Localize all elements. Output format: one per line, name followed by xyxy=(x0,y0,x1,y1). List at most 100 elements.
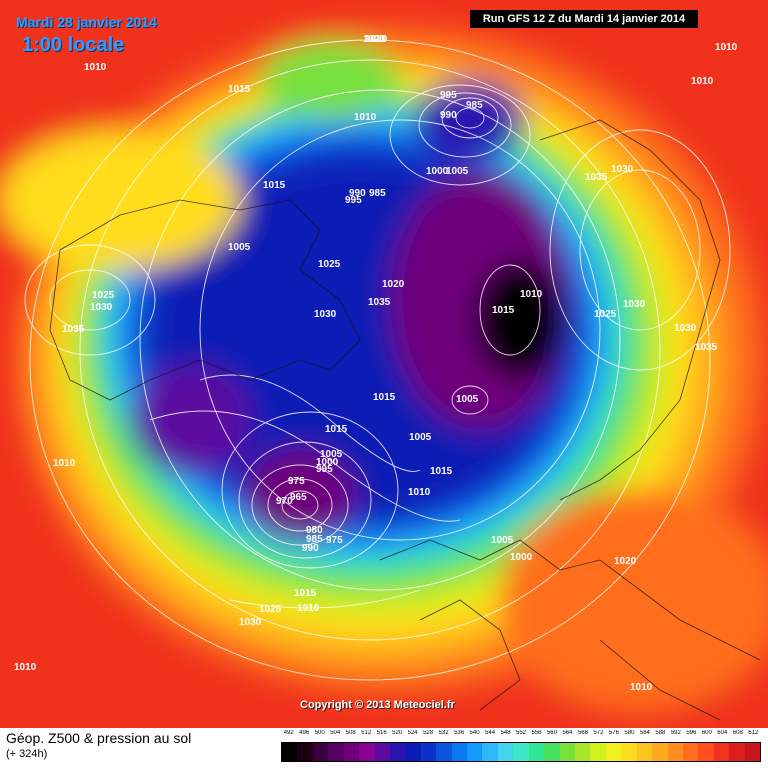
legend-label: 576 xyxy=(608,730,619,736)
isobar-label: 1005 xyxy=(320,449,343,460)
legend-swatch xyxy=(359,743,375,761)
isobar-label: 995 xyxy=(440,90,457,101)
product-title: Géop. Z500 & pression au sol xyxy=(6,730,192,746)
valid-time: 1:00 locale xyxy=(22,34,125,56)
isobar-label: 1015 xyxy=(325,424,348,435)
legend-label: 528 xyxy=(423,730,434,736)
legend-swatch xyxy=(575,743,591,761)
isobar-label: 1025 xyxy=(594,309,617,320)
isobar-label: 1010 xyxy=(53,458,76,469)
isobar-lines xyxy=(24,39,731,681)
legend-label: 608 xyxy=(732,730,743,736)
legend-swatch xyxy=(621,743,637,761)
legend-swatch xyxy=(405,743,421,761)
isobar-label: 975 xyxy=(326,535,343,546)
isobar-label: 1015 xyxy=(373,392,396,403)
legend-swatch xyxy=(467,743,483,761)
isobar-label: 1020 xyxy=(363,34,386,45)
legend-label: 568 xyxy=(577,730,588,736)
valid-date: Mardi 28 janvier 2014 xyxy=(16,14,157,30)
isobar-label: 1030 xyxy=(611,164,634,175)
legend-color-bar xyxy=(281,742,761,762)
isobar-label: 995 xyxy=(316,464,333,475)
legend-label: 544 xyxy=(485,730,496,736)
legend-swatch xyxy=(436,743,452,761)
isobar-label: 1025 xyxy=(259,604,282,615)
isobar-label: 1030 xyxy=(623,299,646,310)
legend-swatch xyxy=(744,743,761,761)
isobar-label: 1010 xyxy=(520,289,543,300)
isobar-label: 1020 xyxy=(365,34,388,45)
isobar-label: 1010 xyxy=(297,603,320,614)
legend-label: 500 xyxy=(314,730,325,736)
legend-label: 516 xyxy=(376,730,387,736)
isobar-label: 1035 xyxy=(62,324,85,335)
legend-swatch xyxy=(559,743,576,761)
legend-label: 584 xyxy=(639,730,650,736)
footer: Géop. Z500 & pression au sol (+ 324h) 49… xyxy=(0,728,768,768)
legend-swatch xyxy=(698,743,714,761)
legend-label: 508 xyxy=(345,730,356,736)
copyright-text: Copyright © 2013 Meteociel.fr xyxy=(300,699,455,711)
legend-swatch xyxy=(374,743,390,761)
legend-swatch xyxy=(682,743,699,761)
isobar-label: 995 xyxy=(345,195,362,206)
legend-swatch xyxy=(652,743,668,761)
isobar-label: 1025 xyxy=(92,290,115,301)
legend-swatch xyxy=(513,743,529,761)
isobar-label: 1010 xyxy=(630,682,653,693)
isobar-label: 1010 xyxy=(408,487,431,498)
isobar-label: 1005 xyxy=(491,535,514,546)
isobar-label: 1010 xyxy=(691,76,714,87)
isobar-label: 990 xyxy=(349,188,366,199)
isobar-label: 1005 xyxy=(446,166,469,177)
isobar-label: 1030 xyxy=(674,323,697,334)
legend-labels: 492 496 500 504 508 512 516 520 524 528 532 536 540 5… xyxy=(281,730,761,742)
legend-label: 540 xyxy=(469,730,480,736)
isobar-label: 1015 xyxy=(492,305,515,316)
legend-label: 600 xyxy=(701,730,712,736)
isobar-label: 985 xyxy=(306,534,323,545)
isobar-label: 1030 xyxy=(239,617,262,628)
legend-label: 496 xyxy=(299,730,310,736)
legend-label: 556 xyxy=(531,730,542,736)
isobar-label: 1015 xyxy=(430,466,453,477)
isobar-label: 1015 xyxy=(294,588,317,599)
isobar-label: 1005 xyxy=(228,242,251,253)
isobar-label: 1010 xyxy=(84,62,107,73)
isobar-label: 970 xyxy=(276,496,293,507)
legend-label: 548 xyxy=(500,730,511,736)
legend-swatch xyxy=(482,743,498,761)
legend-swatch xyxy=(312,743,329,761)
isobar-label: 1035 xyxy=(695,342,718,353)
legend-swatch xyxy=(343,743,360,761)
run-info-banner: Run GFS 12 Z du Mardi 14 janvier 2014 xyxy=(470,10,698,28)
isobar-label: 1000 xyxy=(426,166,449,177)
legend-label: 580 xyxy=(624,730,635,736)
legend-label: 552 xyxy=(516,730,527,736)
legend-label: 536 xyxy=(454,730,465,736)
isobar-label: 1010 xyxy=(354,112,377,123)
coastlines xyxy=(49,119,761,721)
isobar-label: 975 xyxy=(288,476,305,487)
legend-swatch xyxy=(605,743,622,761)
isobar-label: 1035 xyxy=(695,342,718,353)
map-area: 1020 1010 1015 1010 1005 1010 995 985 990 1000 100… xyxy=(0,0,768,728)
isobar-label: 1015 xyxy=(228,84,251,95)
legend-label: 512 xyxy=(361,730,372,736)
legend-label: 524 xyxy=(407,730,418,736)
legend-swatch xyxy=(328,743,344,761)
legend-label: 588 xyxy=(655,730,666,736)
isobar-label: 990 xyxy=(302,543,319,554)
geopotential-map: 1020101010151010100510109959859901000100… xyxy=(0,0,768,728)
forecast-lead-time: (+ 324h) xyxy=(6,748,48,760)
isobar-label: 1010 xyxy=(715,42,738,53)
legend-swatch xyxy=(420,743,437,761)
legend-swatch xyxy=(528,743,545,761)
isobar-label: 1000 xyxy=(510,552,533,563)
isobar-label: 1030 xyxy=(314,309,337,320)
legend-swatch xyxy=(451,743,468,761)
legend-swatch xyxy=(497,743,514,761)
legend-label: 560 xyxy=(546,730,557,736)
